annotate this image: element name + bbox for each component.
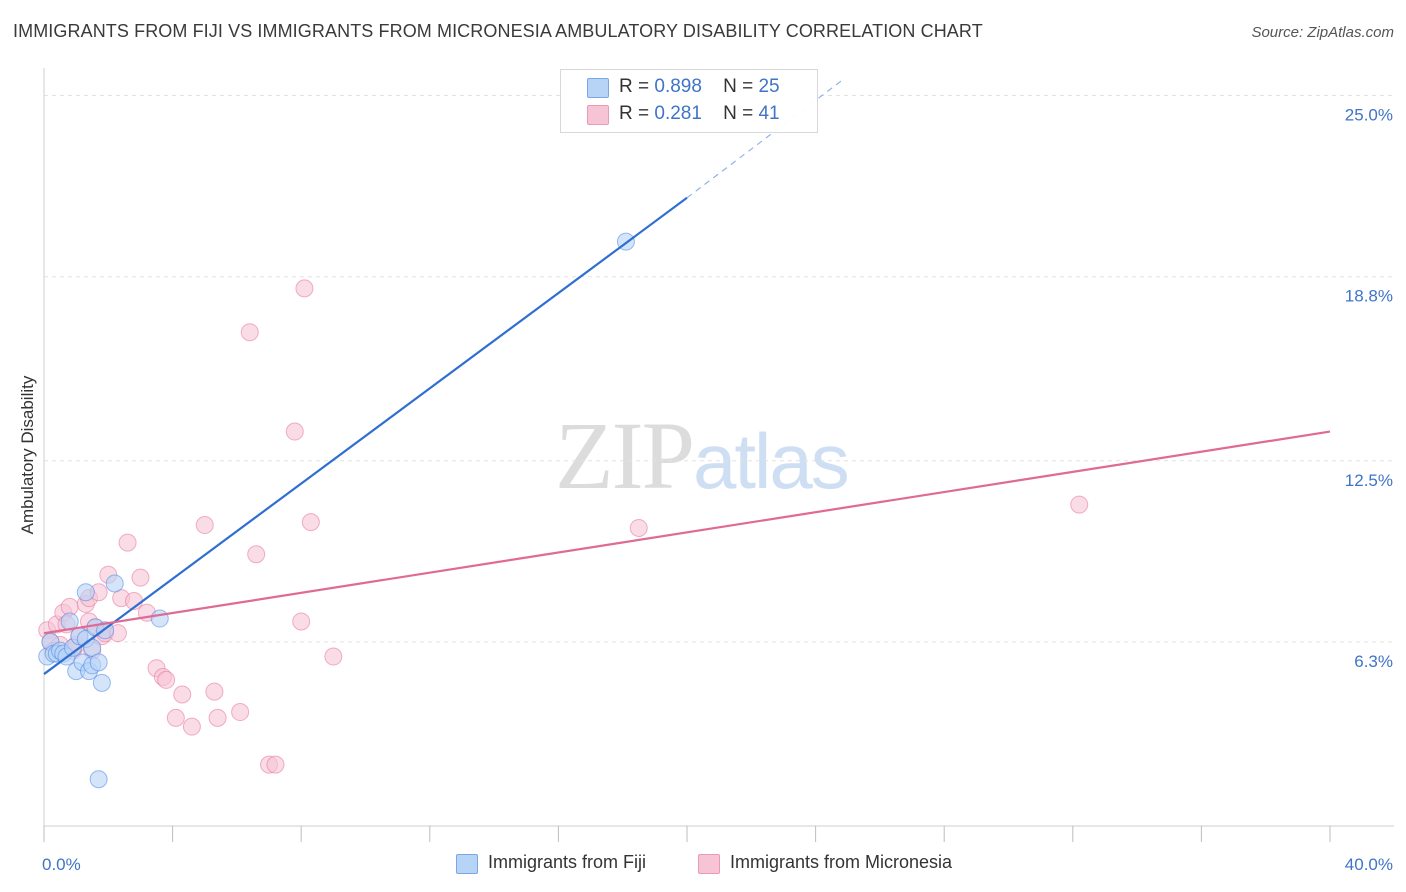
source-credit: Source: ZipAtlas.com xyxy=(1251,24,1394,41)
micronesia-point xyxy=(285,422,304,441)
micronesia-point xyxy=(131,568,150,587)
legend-micronesia-label: Immigrants from Micronesia xyxy=(730,852,953,872)
series-legend: Immigrants from Fiji Immigrants from Mic… xyxy=(0,852,1406,878)
micronesia-point xyxy=(166,708,185,727)
micronesia-point xyxy=(195,516,214,535)
y-tick-label: 12.5% xyxy=(1345,471,1393,490)
micronesia-point xyxy=(301,513,320,532)
micronesia-point xyxy=(295,279,314,298)
fiji-n-value: 25 xyxy=(758,76,780,97)
micronesia-point xyxy=(1070,495,1089,514)
y-axis-label: Ambulatory Disability xyxy=(18,375,37,535)
fiji-trend-line xyxy=(43,196,688,675)
fiji-points xyxy=(38,232,635,789)
micronesia-points xyxy=(38,279,1089,774)
micronesia-trend-line xyxy=(43,430,1331,635)
micronesia-point xyxy=(324,647,343,666)
micronesia-point xyxy=(182,717,201,736)
x-tick-label-max: 40.0% xyxy=(1345,855,1393,874)
grid-layer xyxy=(44,95,1394,643)
fiji-n-label: N = xyxy=(723,76,754,97)
micronesia-point xyxy=(173,685,192,704)
fiji-point xyxy=(76,583,95,602)
micronesia-point xyxy=(240,323,259,342)
micronesia-point xyxy=(157,670,176,689)
y-tick-label: 25.0% xyxy=(1345,106,1393,125)
micronesia-point xyxy=(231,703,250,722)
chart-title: IMMIGRANTS FROM FIJI VS IMMIGRANTS FROM … xyxy=(13,21,983,41)
micronesia-point xyxy=(205,682,224,701)
legend-fiji-label: Immigrants from Fiji xyxy=(488,852,647,872)
trend-lines xyxy=(43,80,1331,675)
correlation-legend: R = 0.898 N = 25 R = 0.281 N = 41 xyxy=(560,69,818,133)
tick-labels: 6.3% 12.5% 18.8% 25.0% 0.0% 40.0% xyxy=(42,106,1393,874)
micronesia-point xyxy=(292,612,311,631)
micronesia-n-label: N = xyxy=(723,103,754,124)
y-tick-label: 18.8% xyxy=(1345,287,1393,306)
legend-micronesia-swatch xyxy=(698,854,720,874)
y-tick-label: 6.3% xyxy=(1354,652,1393,671)
fiji-r-label: R = xyxy=(619,76,650,97)
micronesia-r-value: 0.281 xyxy=(654,103,702,124)
x-tick-label-min: 0.0% xyxy=(42,855,81,874)
watermark-zip: ZIP xyxy=(555,402,695,509)
micronesia-point xyxy=(208,708,227,727)
micronesia-point xyxy=(118,533,137,552)
micronesia-point xyxy=(266,755,285,774)
fiji-r-value: 0.898 xyxy=(654,76,702,97)
micronesia-point xyxy=(247,545,266,564)
fiji-point xyxy=(89,770,108,789)
micronesia-swatch xyxy=(587,105,609,125)
fiji-point xyxy=(105,574,124,593)
fiji-swatch xyxy=(587,78,609,98)
micronesia-n-value: 41 xyxy=(758,103,780,124)
fiji-point xyxy=(150,609,169,628)
micronesia-r-label: R = xyxy=(619,103,650,124)
micronesia-point xyxy=(629,518,648,537)
fiji-point xyxy=(92,673,111,692)
fiji-point xyxy=(89,653,108,672)
legend-fiji-swatch xyxy=(456,854,478,874)
axis-layer xyxy=(43,68,1394,842)
